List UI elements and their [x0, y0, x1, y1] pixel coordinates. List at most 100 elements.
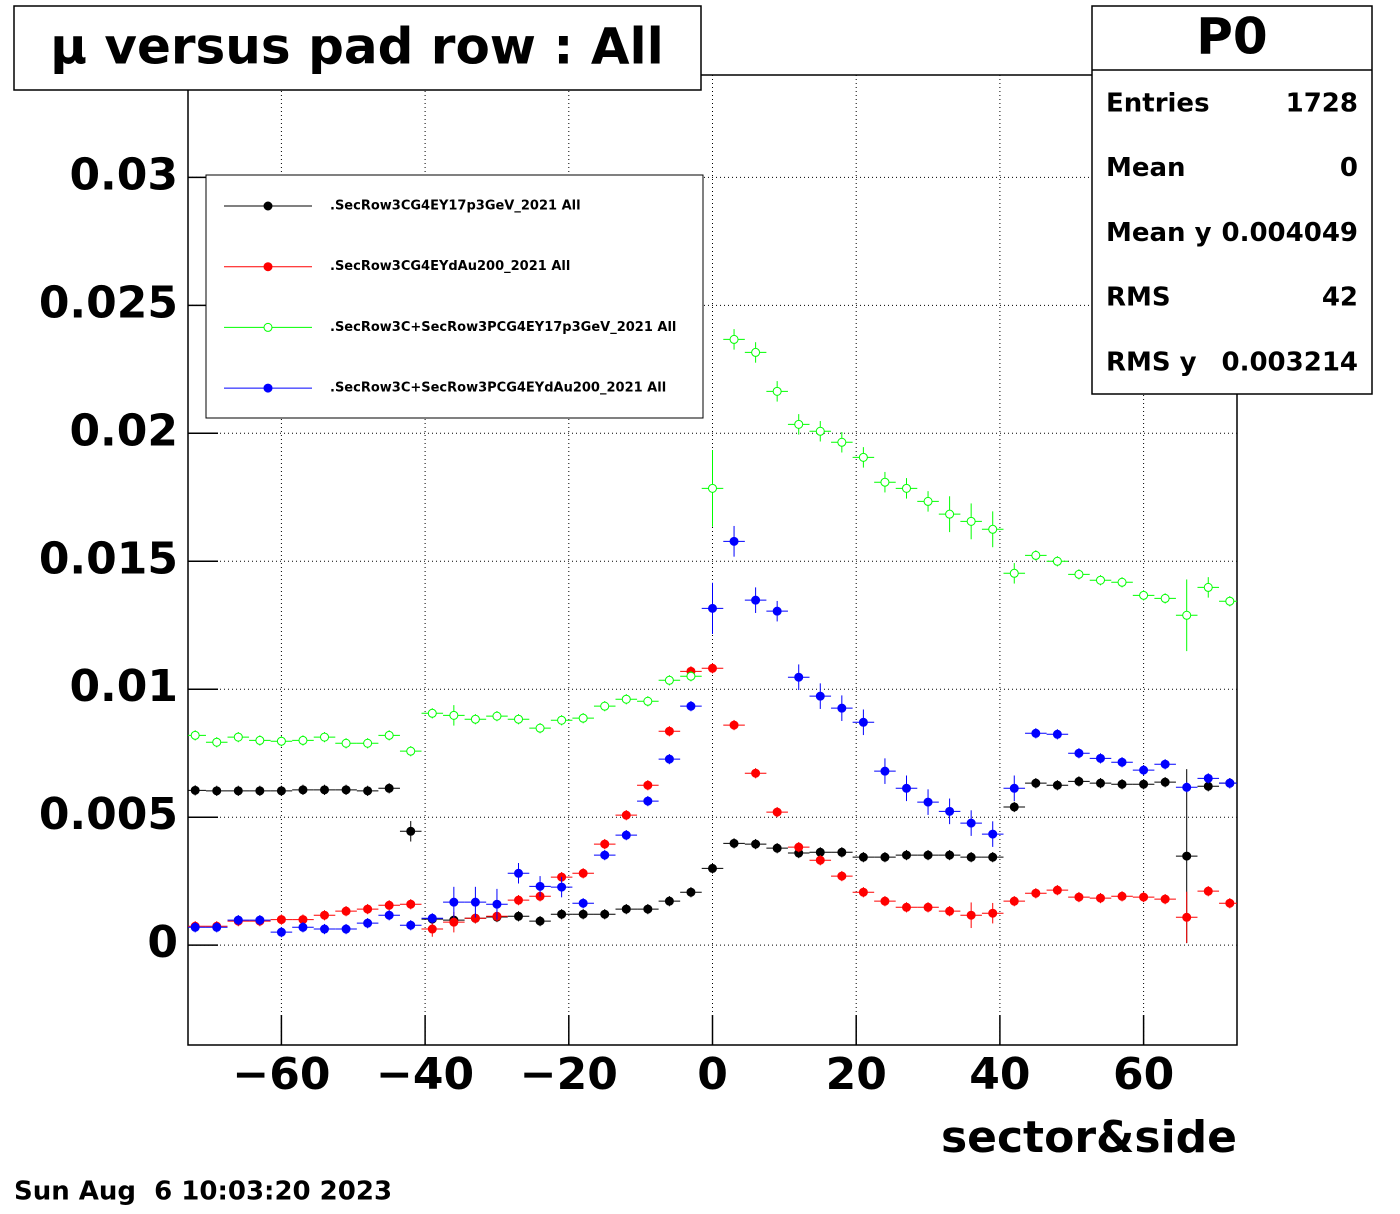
data-point — [427, 708, 437, 718]
data-point — [492, 711, 502, 721]
data-point — [212, 922, 222, 932]
stats-label: RMS — [1106, 283, 1171, 313]
data-point — [276, 927, 286, 937]
data-point — [751, 839, 761, 849]
data-point — [708, 663, 717, 673]
data-point — [578, 898, 588, 908]
data-point — [708, 603, 717, 613]
data-point — [1203, 886, 1213, 896]
data-point — [1052, 729, 1062, 739]
data-point — [686, 701, 696, 711]
data-point — [600, 909, 610, 919]
data-point — [772, 386, 782, 396]
data-point — [751, 595, 761, 605]
data-point — [966, 910, 976, 920]
data-point — [363, 904, 373, 914]
data-point — [729, 720, 739, 730]
data-point — [729, 334, 739, 344]
data-point — [1117, 757, 1127, 767]
data-point — [751, 347, 761, 357]
data-point — [1009, 802, 1019, 812]
data-point — [923, 496, 933, 506]
data-point — [858, 717, 868, 727]
data-point — [1074, 748, 1084, 758]
data-point — [1009, 783, 1019, 793]
data-point — [363, 738, 373, 748]
data-point — [233, 786, 243, 796]
data-point — [514, 911, 524, 921]
legend-label: .SecRow3C+SecRow3PCG4EYdAu200_2021 All — [330, 381, 666, 396]
data-point — [384, 910, 394, 920]
data-point — [1117, 891, 1127, 901]
data-point — [901, 483, 911, 493]
data-point — [1009, 568, 1019, 578]
stats-value: 0 — [1340, 153, 1358, 183]
data-point — [1160, 759, 1170, 769]
data-point — [1203, 773, 1213, 783]
data-point — [664, 896, 674, 906]
stats-value: 0.004049 — [1221, 218, 1358, 248]
stats-label: Mean y — [1106, 218, 1212, 248]
stats-value: 1728 — [1286, 89, 1358, 119]
data-point — [772, 807, 782, 817]
x-tick-label: −20 — [520, 1049, 618, 1100]
data-point — [837, 703, 847, 713]
data-point — [815, 691, 825, 701]
data-point — [1074, 776, 1084, 786]
data-marks — [188, 329, 1237, 944]
data-point — [815, 426, 825, 436]
data-point — [276, 736, 286, 746]
data-point — [557, 882, 567, 892]
data-point — [320, 910, 330, 920]
y-tick-label: 0.015 — [39, 533, 178, 584]
data-point — [1203, 781, 1213, 791]
data-point — [427, 913, 437, 923]
data-point — [1074, 892, 1084, 902]
data-point — [643, 696, 653, 706]
data-point — [212, 786, 222, 796]
data-point — [751, 768, 761, 778]
stats-label: RMS y — [1106, 347, 1197, 377]
y-tick-label: 0.02 — [69, 405, 178, 456]
data-point — [1031, 550, 1041, 560]
data-point — [212, 737, 222, 747]
data-point — [1095, 893, 1105, 903]
legend-marker — [263, 383, 273, 393]
data-point — [1160, 894, 1170, 904]
data-point — [1117, 577, 1127, 587]
data-point — [384, 730, 394, 740]
x-axis-label: sector&side — [941, 1112, 1237, 1163]
data-point — [470, 714, 480, 724]
data-point — [492, 899, 502, 909]
data-point — [341, 906, 351, 916]
data-point — [276, 786, 286, 796]
data-point — [427, 924, 437, 934]
data-point — [1160, 593, 1170, 603]
data-point — [514, 868, 524, 878]
data-point — [514, 895, 524, 905]
x-tick-label: 40 — [969, 1049, 1030, 1100]
data-point — [341, 738, 351, 748]
data-point — [945, 906, 955, 916]
data-point — [406, 826, 416, 836]
data-point — [858, 887, 868, 897]
data-point — [1095, 575, 1105, 585]
data-point — [880, 477, 890, 487]
data-point — [255, 915, 265, 925]
data-point — [449, 897, 459, 907]
data-point — [880, 852, 890, 862]
legend-marker — [263, 322, 273, 332]
data-point — [901, 902, 911, 912]
y-tick-label: 0.005 — [39, 789, 178, 840]
data-point — [233, 732, 243, 742]
data-point — [406, 746, 416, 756]
data-point — [1182, 851, 1192, 861]
data-point — [686, 887, 696, 897]
chart-title: μ versus pad row : All — [50, 18, 664, 76]
data-point — [384, 900, 394, 910]
stats-value: 42 — [1322, 283, 1358, 313]
data-point — [406, 920, 416, 930]
legend: .SecRow3CG4EY17p3GeV_2021 All .SecRow3CG4… — [224, 199, 676, 396]
data-point — [1139, 765, 1149, 775]
data-point — [686, 671, 696, 681]
